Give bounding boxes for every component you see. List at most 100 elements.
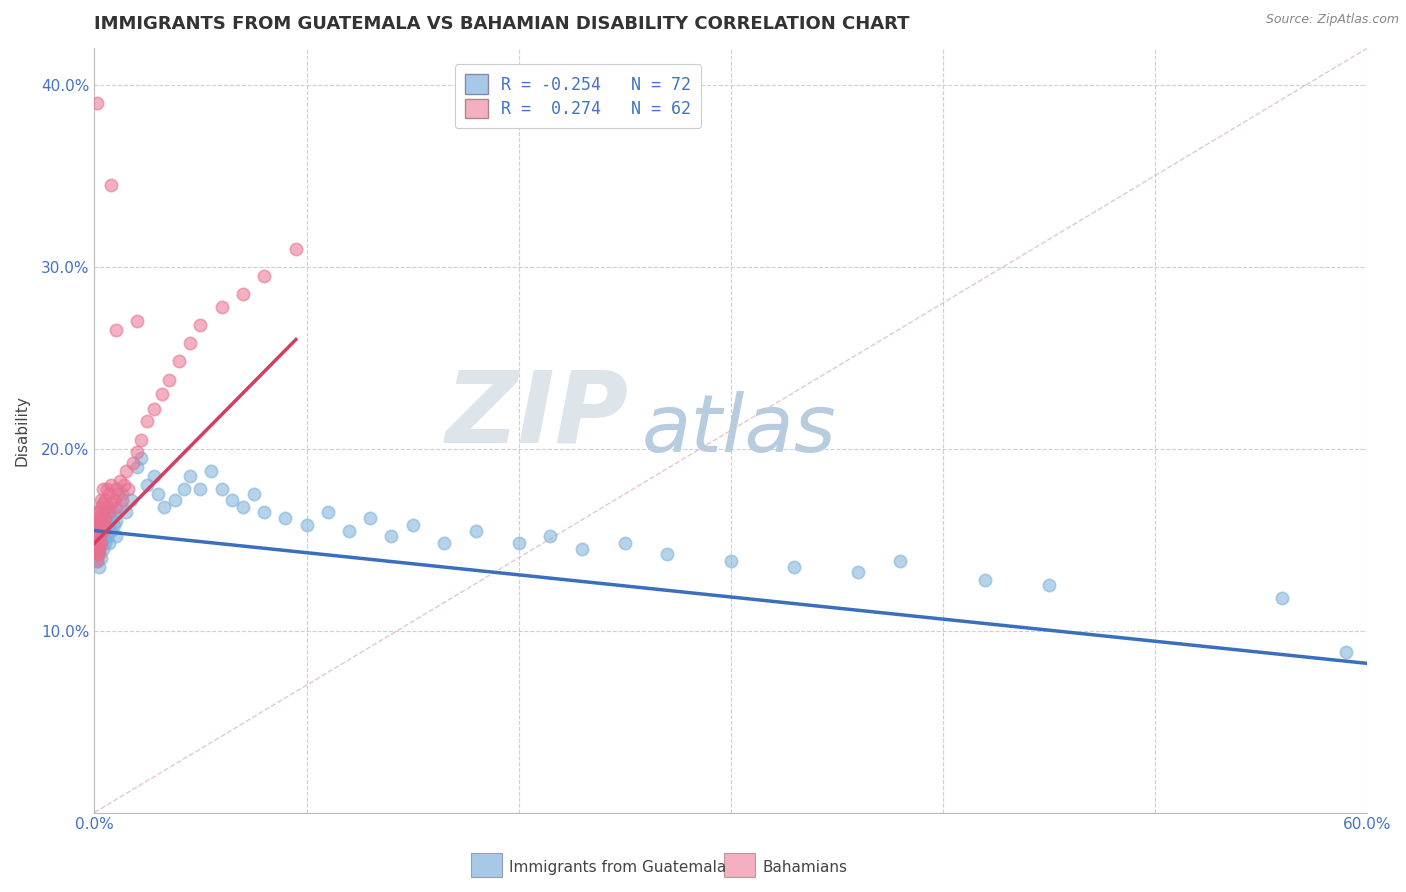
Point — [86, 505, 108, 519]
Point — [87, 536, 110, 550]
Point — [87, 547, 110, 561]
Point — [87, 515, 110, 529]
Point — [86, 529, 108, 543]
Point — [120, 492, 142, 507]
Point — [112, 478, 135, 492]
Point — [86, 524, 108, 538]
Point — [142, 469, 165, 483]
Point — [125, 445, 148, 459]
Point — [129, 433, 152, 447]
Point — [104, 500, 127, 514]
Point — [94, 511, 117, 525]
Point — [87, 518, 110, 533]
Point — [90, 492, 112, 507]
Point — [889, 554, 911, 568]
Point — [337, 524, 360, 538]
Point — [1038, 578, 1060, 592]
Point — [253, 505, 276, 519]
Point — [115, 505, 138, 519]
Point — [98, 505, 121, 519]
Point — [98, 536, 121, 550]
Point — [103, 518, 125, 533]
Point — [1334, 645, 1357, 659]
Point — [108, 475, 131, 489]
Point — [211, 482, 233, 496]
Point — [96, 529, 118, 543]
Point — [190, 318, 212, 332]
Point — [98, 518, 121, 533]
Point — [94, 518, 117, 533]
Text: IMMIGRANTS FROM GUATEMALA VS BAHAMIAN DISABILITY CORRELATION CHART: IMMIGRANTS FROM GUATEMALA VS BAHAMIAN DI… — [94, 15, 910, 33]
Point — [91, 511, 114, 525]
Point — [200, 463, 222, 477]
Point — [86, 554, 108, 568]
Point — [117, 482, 139, 496]
Point — [86, 541, 108, 556]
Point — [720, 554, 742, 568]
Point — [90, 500, 112, 514]
Point — [136, 414, 159, 428]
Point — [90, 524, 112, 538]
Point — [242, 487, 264, 501]
Point — [86, 533, 108, 547]
Point — [91, 496, 114, 510]
Point — [104, 529, 127, 543]
Point — [179, 336, 201, 351]
Point — [111, 487, 134, 501]
Legend: R = -0.254   N = 72, R =  0.274   N = 62: R = -0.254 N = 72, R = 0.274 N = 62 — [454, 64, 702, 128]
Point — [87, 515, 110, 529]
Point — [380, 529, 402, 543]
Point — [87, 541, 110, 556]
Point — [104, 515, 127, 529]
Point — [121, 456, 143, 470]
Point — [96, 500, 118, 514]
Point — [94, 536, 117, 550]
Point — [91, 541, 114, 556]
Point — [96, 482, 118, 496]
Point — [125, 459, 148, 474]
Point — [103, 492, 125, 507]
Point — [86, 547, 108, 561]
Point — [142, 401, 165, 416]
Point — [571, 541, 593, 556]
Point — [295, 518, 318, 533]
Point — [108, 500, 131, 514]
Point — [150, 387, 173, 401]
Point — [190, 482, 212, 496]
Point — [974, 573, 997, 587]
Point — [153, 500, 176, 514]
Point — [86, 547, 108, 561]
Point — [87, 524, 110, 538]
Point — [232, 287, 254, 301]
Point — [87, 529, 110, 543]
Point — [179, 469, 201, 483]
Point — [146, 487, 169, 501]
Point — [232, 500, 254, 514]
Point — [253, 268, 276, 283]
Point — [86, 524, 108, 538]
Point — [86, 536, 108, 550]
Point — [173, 482, 195, 496]
Bar — [724, 853, 755, 878]
Point — [94, 492, 117, 507]
Text: Immigrants from Guatemala: Immigrants from Guatemala — [509, 861, 727, 875]
Point — [94, 515, 117, 529]
Point — [316, 505, 339, 519]
Point — [401, 518, 423, 533]
Point — [90, 550, 112, 565]
Point — [91, 524, 114, 538]
Point — [86, 518, 108, 533]
Point — [104, 482, 127, 496]
Point — [86, 511, 108, 525]
Point — [465, 524, 488, 538]
Point — [86, 95, 108, 110]
Point — [165, 492, 187, 507]
Point — [96, 505, 118, 519]
Point — [157, 373, 180, 387]
Point — [90, 536, 112, 550]
Point — [100, 496, 122, 510]
Y-axis label: Disability: Disability — [15, 395, 30, 466]
Text: Source: ZipAtlas.com: Source: ZipAtlas.com — [1265, 13, 1399, 27]
Point — [90, 518, 112, 533]
Point — [100, 511, 122, 525]
